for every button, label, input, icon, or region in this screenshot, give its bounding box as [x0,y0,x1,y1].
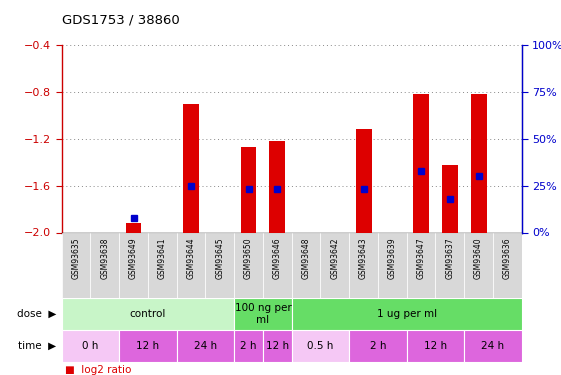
Text: 12 h: 12 h [424,341,447,351]
Text: GSM93640: GSM93640 [474,238,483,279]
Bar [356,129,371,232]
Bar [62,330,119,362]
Bar [263,232,292,298]
Bar [234,232,263,298]
Text: 2 h: 2 h [370,341,386,351]
Bar [126,223,141,232]
Text: GDS1753 / 38860: GDS1753 / 38860 [62,13,180,26]
Bar [205,232,234,298]
Text: GSM93636: GSM93636 [503,238,512,279]
Bar [292,232,320,298]
Text: time  ▶: time ▶ [18,341,56,351]
Bar [465,330,522,362]
Bar [407,330,465,362]
Bar [62,298,234,330]
Bar [263,330,292,362]
Bar [442,165,458,232]
Text: GSM93645: GSM93645 [215,238,224,279]
Text: GSM93646: GSM93646 [273,238,282,279]
Bar [292,298,522,330]
Text: control: control [130,309,166,319]
Text: GSM93641: GSM93641 [158,238,167,279]
Bar [177,232,205,298]
Bar [349,232,378,298]
Bar [349,330,407,362]
Text: GSM93648: GSM93648 [302,238,311,279]
Text: 12 h: 12 h [266,341,289,351]
Text: 0.5 h: 0.5 h [307,341,334,351]
Text: 24 h: 24 h [481,341,504,351]
Text: ■  log2 ratio: ■ log2 ratio [65,365,131,375]
Bar [378,232,407,298]
Bar [292,330,349,362]
Bar [148,232,177,298]
Text: GSM93639: GSM93639 [388,238,397,279]
Text: GSM93647: GSM93647 [417,238,426,279]
Text: 0 h: 0 h [82,341,99,351]
Text: 1 ug per ml: 1 ug per ml [376,309,437,319]
Text: GSM93638: GSM93638 [100,238,109,279]
Text: GSM93649: GSM93649 [129,238,138,279]
Text: GSM93643: GSM93643 [359,238,368,279]
Text: 24 h: 24 h [194,341,217,351]
Bar [62,232,90,298]
Bar [183,104,199,232]
Bar [320,232,350,298]
Text: GSM93637: GSM93637 [445,238,454,279]
Text: dose  ▶: dose ▶ [17,309,56,319]
Text: GSM93635: GSM93635 [72,238,81,279]
Bar [234,330,263,362]
Text: 100 ng per
ml: 100 ng per ml [234,303,291,325]
Bar [435,232,465,298]
Bar [493,232,522,298]
Bar [177,330,234,362]
Text: 12 h: 12 h [136,341,159,351]
Bar [471,94,486,232]
Text: GSM93642: GSM93642 [330,238,339,279]
Bar [413,94,429,232]
Bar [241,147,256,232]
Bar [234,298,292,330]
Bar [119,232,148,298]
Text: 2 h: 2 h [240,341,257,351]
Bar [407,232,435,298]
Bar [119,330,177,362]
Bar [465,232,493,298]
Bar [269,141,285,232]
Text: GSM93644: GSM93644 [187,238,196,279]
Text: GSM93650: GSM93650 [244,238,253,279]
Bar [90,232,119,298]
